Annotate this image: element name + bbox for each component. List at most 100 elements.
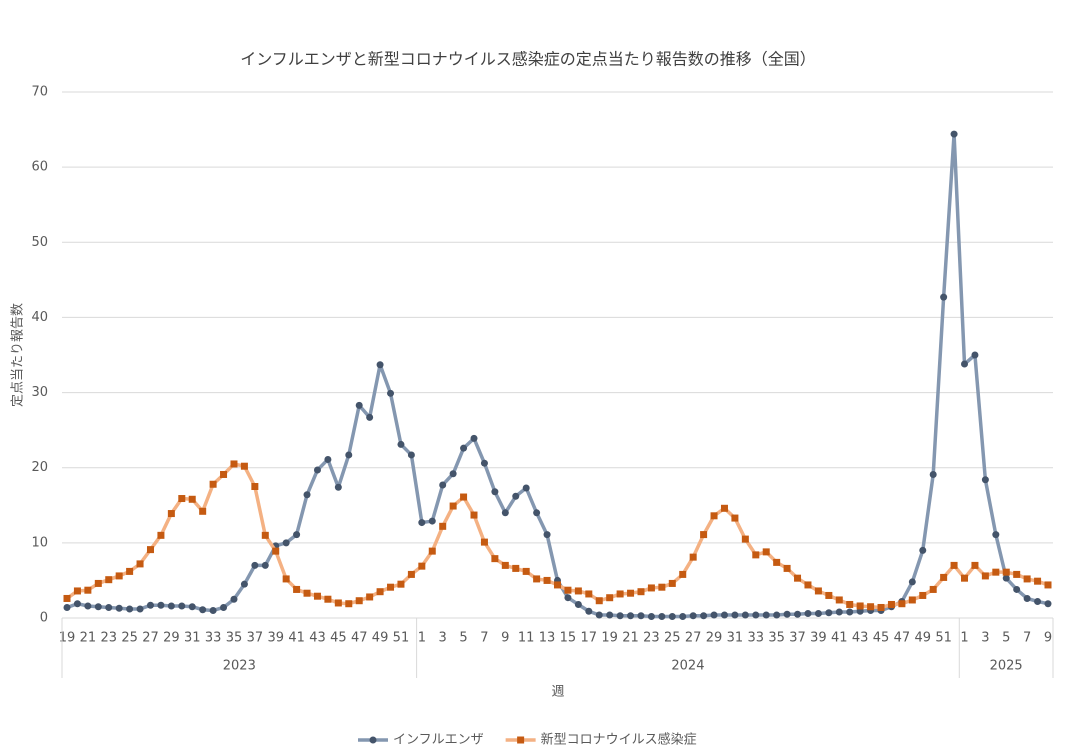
data-point [376,588,384,596]
data-point [282,575,290,583]
x-tick-label: 13 [539,631,556,646]
data-point [794,610,802,618]
data-point [345,451,353,459]
chart-title: インフルエンザと新型コロナウイルス感染症の定点当たり報告数の推移（全国） [240,50,816,69]
data-point [293,585,301,593]
x-tick-label: 37 [247,631,264,646]
data-point [1013,570,1021,578]
data-point [564,586,572,594]
data-point [543,531,551,539]
data-point [543,576,551,584]
data-point [157,531,165,539]
data-point [146,546,154,554]
data-point [804,581,812,589]
data-point [240,462,248,470]
data-point [533,509,541,517]
data-point [220,603,228,611]
data-point [950,130,958,138]
data-point [282,539,290,547]
data-point [470,434,478,442]
data-point [157,601,165,609]
x-tick-label: 35 [768,631,785,646]
data-point [689,553,697,561]
data-point [313,592,321,600]
y-axis-label: 定点当たり報告数 [11,303,26,407]
x-tick-label: 31 [184,631,201,646]
data-point [334,599,342,607]
data-point [929,585,937,593]
data-point [668,579,676,587]
data-point [825,591,833,599]
x-tick-label: 11 [518,631,535,646]
data-point [261,561,269,569]
x-axis-label: 週 [551,685,564,700]
data-point [710,611,718,619]
data-point [647,584,655,592]
data-point [355,401,363,409]
data-point [251,483,259,490]
data-point [94,579,102,587]
data-point [773,558,781,566]
data-point [637,588,645,596]
data-point [230,460,238,468]
data-point [1002,568,1010,576]
x-tick-label: 5 [459,631,467,646]
x-tick-label: 43 [852,631,869,646]
data-point [992,531,1000,539]
data-point [961,574,969,582]
x-tick-label: 7 [480,631,488,646]
data-point [313,466,321,474]
data-point [741,611,749,619]
data-point [835,608,843,616]
data-point [63,603,71,611]
y-tick-label: 70 [31,85,48,100]
data-point [585,590,593,598]
data-point [439,522,447,530]
data-point [105,603,113,611]
data-point [929,470,937,478]
data-point [616,612,624,620]
data-point [710,512,718,520]
legend-label: インフルエンザ [393,733,484,747]
data-point [1034,577,1042,585]
data-point [1044,600,1052,608]
data-point [773,611,781,619]
data-point [470,511,478,519]
data-point [94,603,102,611]
data-point [752,611,760,619]
data-point [940,573,948,581]
data-point [867,603,875,611]
data-point [188,495,196,503]
data-point [397,580,405,588]
data-point [574,587,582,595]
legend-marker [369,736,377,744]
data-point [501,509,509,517]
x-tick-label: 51 [935,631,952,646]
data-point [804,609,812,617]
y-tick-label: 20 [31,460,48,475]
data-point [522,567,530,575]
x-tick-label: 17 [581,631,598,646]
data-point [324,595,332,603]
data-point [835,596,843,604]
data-point [407,451,415,459]
data-point [981,476,989,484]
data-point [199,507,207,515]
data-point [908,596,916,604]
data-point [303,491,311,499]
data-point [971,351,979,359]
data-point [533,575,541,583]
data-point [199,606,207,614]
series-line [66,132,1049,619]
data-point [324,455,332,463]
data-point [272,547,280,555]
x-tick-label: 23 [100,631,117,646]
data-point [950,561,958,569]
data-point [355,597,363,605]
data-point [616,590,624,598]
data-point [460,444,468,452]
data-point [387,389,395,397]
data-point [491,488,499,496]
y-tick-label: 50 [31,235,48,250]
data-point [126,567,134,575]
